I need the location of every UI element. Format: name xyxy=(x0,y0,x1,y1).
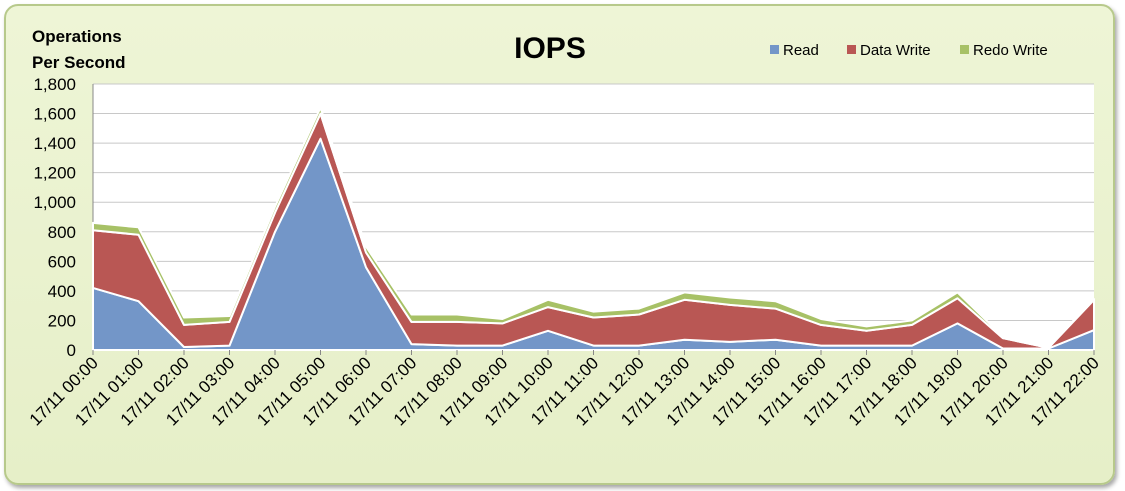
y-tick-label: 200 xyxy=(48,311,76,330)
y-tick-label: 400 xyxy=(48,282,76,301)
legend-swatch xyxy=(770,45,779,54)
legend-swatch xyxy=(960,45,969,54)
y-tick-label: 600 xyxy=(48,252,76,271)
y-tick-label: 0 xyxy=(67,341,76,360)
area-series-redo-write xyxy=(92,106,1095,349)
legend-swatch xyxy=(847,45,856,54)
y-tick-label: 1,800 xyxy=(33,75,76,94)
y-tick-label: 1,600 xyxy=(33,105,76,124)
legend-label: Data Write xyxy=(860,42,931,59)
legend-label: Read xyxy=(783,42,819,59)
y-tick-label: 800 xyxy=(48,223,76,242)
y-tick-label: 1,000 xyxy=(33,193,76,212)
y-axis-title-line-2: Per Second xyxy=(32,53,126,72)
y-axis-title-line-1: Operations xyxy=(32,27,122,46)
y-tick-label: 1,400 xyxy=(33,134,76,153)
legend-label: Redo Write xyxy=(973,42,1048,59)
chart-title: IOPS xyxy=(514,32,586,65)
y-tick-label: 1,200 xyxy=(33,164,76,183)
